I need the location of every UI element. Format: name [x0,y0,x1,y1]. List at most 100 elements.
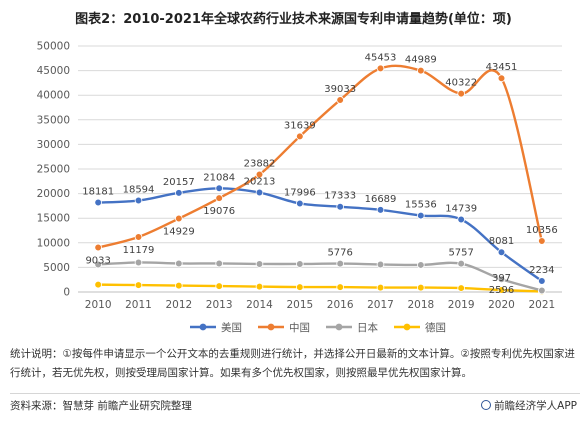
data-label: 397 [492,273,511,284]
y-tick-label: 25000 [37,164,70,176]
data-label: 17333 [324,191,356,202]
data-point [376,260,385,269]
x-tick-label: 2018 [407,299,434,311]
data-point [255,282,264,291]
data-label: 15536 [405,200,437,211]
data-label: 14929 [163,227,195,238]
data-label: 16689 [365,194,397,205]
data-point [417,261,425,269]
data-label: 21084 [203,172,235,183]
legend: 美国 中国 日本 德国 [190,321,446,334]
y-tick-label: 30000 [37,139,70,151]
x-tick-label: 2020 [488,299,515,311]
y-tick-label: 20000 [37,188,70,200]
line-chart: 0 5000 10000 15000 20000 25000 30000 35000 40000… [37,41,562,334]
brand: 前瞻经济学人APP [481,398,577,413]
data-label: 2596 [489,285,514,296]
y-tick-label: 45000 [37,65,70,77]
data-point [538,237,546,245]
data-point [94,280,102,289]
x-tick-label: 2019 [448,299,475,311]
data-label: 18181 [82,187,114,198]
data-label: 8081 [489,236,514,247]
data-label: 18594 [123,185,155,196]
y-axis: 0 5000 10000 15000 20000 25000 30000 35000 40000… [37,41,70,299]
x-axis: 2010 2011 2012 2013 2014 2015 2016 2017 2018 2019… [85,299,555,311]
data-point [538,286,546,295]
data-label: 17996 [284,187,316,198]
data-label: 19076 [203,206,235,217]
data-point [457,89,465,98]
data-point [94,260,102,269]
x-tick-label: 2015 [286,299,313,311]
data-point [497,248,506,257]
data-point [497,74,506,83]
data-point [255,188,264,197]
data-point [417,66,425,75]
data-label: 44989 [405,55,437,66]
data-label: 20213 [244,177,276,188]
data-label: 11179 [123,245,155,256]
data-point [336,96,344,104]
y-tick-label: 15000 [37,213,70,225]
data-point [94,243,102,252]
data-point [255,170,264,179]
data-label: 10356 [526,225,558,236]
data-point [175,189,183,197]
brand-name: 前瞻经济学人APP [494,400,577,412]
data-label: 14739 [445,203,477,214]
data-label: 40322 [445,78,477,89]
series-line-德国 [98,283,542,293]
data-point [175,259,183,268]
legend-marker-德国 [403,323,411,331]
data-point [215,282,223,290]
brand-logo-icon [481,400,492,410]
data-point [296,132,304,141]
data-point [457,284,465,292]
data-point [255,260,264,268]
data-point [497,286,506,294]
data-point [134,258,143,267]
data-point [296,283,304,291]
legend-marker-中国 [267,323,275,331]
data-label: 5776 [327,248,352,259]
legend-marker-日本 [335,323,343,331]
data-label: 45453 [365,52,397,63]
data-point [296,260,304,268]
data-point [376,206,385,214]
data-point [134,281,143,289]
source-text: 资料来源：智慧芽 前瞻产业研究院整理 [10,400,192,412]
x-tick-label: 2017 [367,299,394,311]
x-tick-label: 2016 [327,299,354,311]
x-tick-label: 2012 [165,299,192,311]
legend-label: 日本 [357,321,378,334]
series-line-中国 [97,64,543,249]
data-point [215,259,223,268]
x-tick-label: 2010 [85,299,112,311]
data-point [215,184,223,193]
chart-title: 图表2：2010-2021年全球农药行业技术来源国专利申请量趋势(单位：项) [75,12,512,27]
divider [10,393,580,394]
x-tick-label: 2013 [206,299,233,311]
data-label: 23882 [244,159,276,170]
x-tick-label: 2021 [528,299,555,311]
data-point [336,259,344,268]
data-point [417,283,425,292]
data-point [417,211,425,220]
data-label: 39033 [324,84,356,95]
legend-marker-美国 [199,323,207,331]
data-point [134,233,143,241]
data-point [457,215,465,224]
data-point [336,202,344,211]
data-point [215,194,223,202]
legend-label: 美国 [221,321,242,334]
legend-label: 中国 [289,321,310,334]
data-label: 43451 [486,62,518,73]
data-labels: 18181 18594 20157 21084 20213 17996 17333 16689… [82,52,557,296]
y-tick-label: 0 [63,287,70,299]
legend-label: 德国 [425,321,446,334]
data-point [296,199,304,208]
statistics-note: 统计说明：①按每件申请显示一个公开文本的去重规则进行统计，并选择公开日最新的文本… [10,348,575,379]
data-point [497,275,506,284]
x-tick-label: 2011 [125,299,152,311]
